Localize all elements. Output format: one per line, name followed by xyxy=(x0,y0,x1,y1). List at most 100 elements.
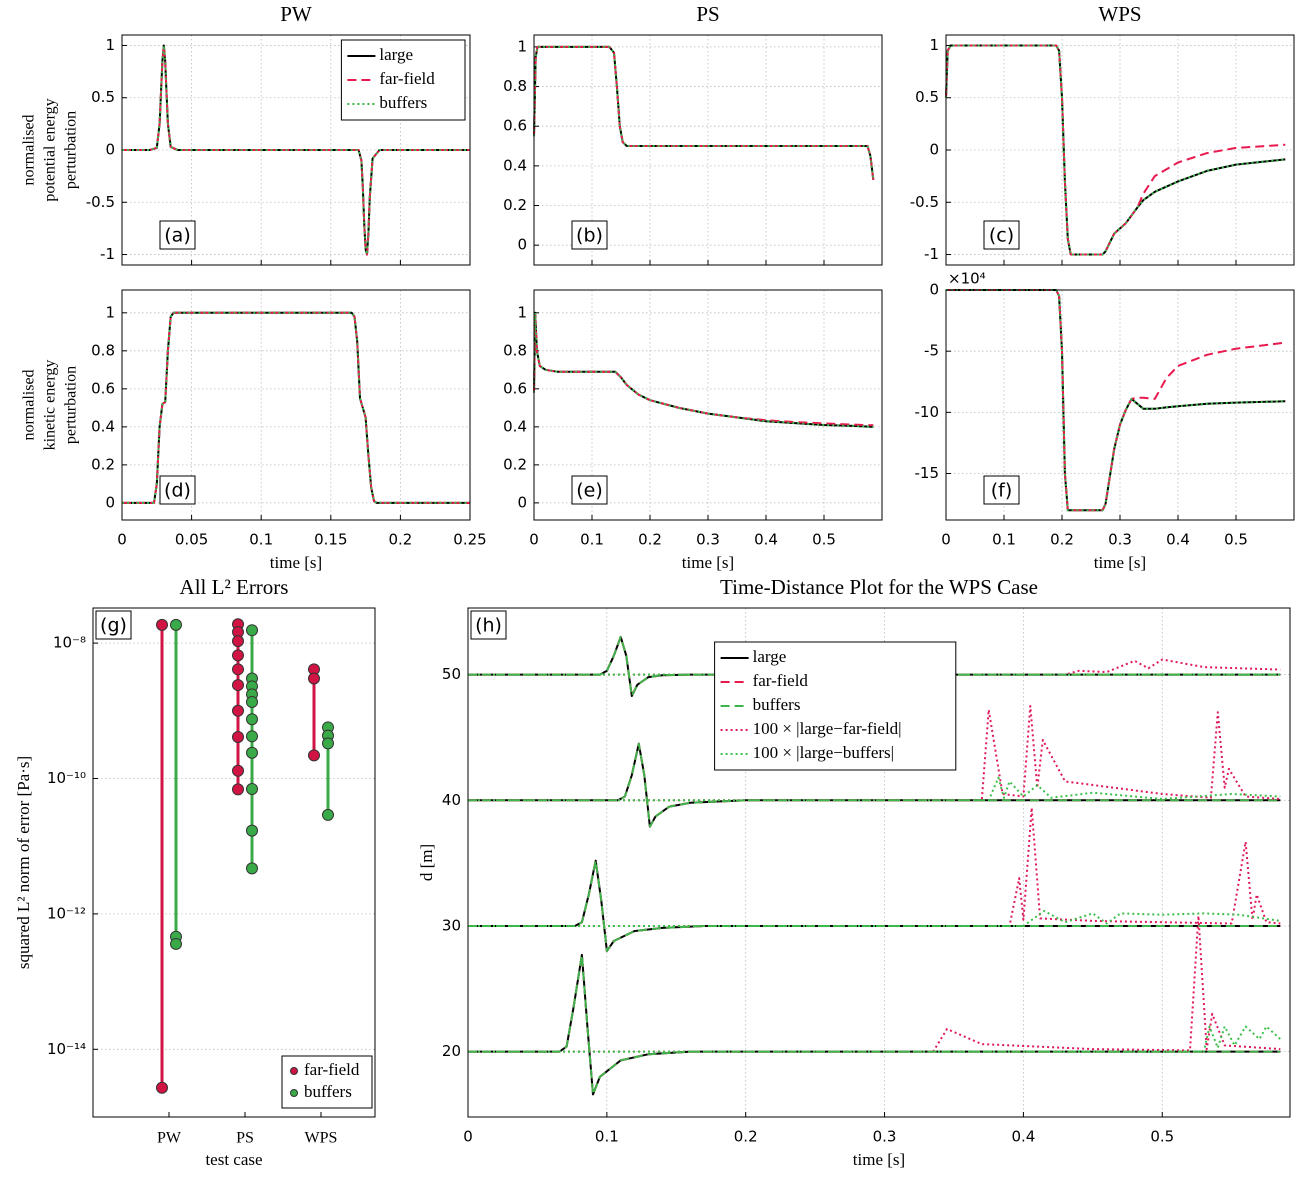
y-tick-label: 0 xyxy=(517,236,527,254)
dot xyxy=(232,663,244,676)
dot xyxy=(232,704,244,717)
panel-label-box xyxy=(983,220,1020,250)
dot xyxy=(246,730,258,743)
y-tick-label: 10⁻¹⁴ xyxy=(47,1040,86,1058)
series-line xyxy=(533,311,874,427)
y-tick-label: 10⁻¹⁰ xyxy=(47,769,86,787)
y-axis-label: normalised xyxy=(21,369,38,440)
x-tick-label: 0.5 xyxy=(1224,531,1248,549)
x-tick-label: 0.1 xyxy=(249,531,273,549)
panel-label-box xyxy=(159,475,196,505)
panel-label-box xyxy=(571,220,608,250)
x-tick-label: 0.05 xyxy=(175,531,208,549)
legend-label: buffers xyxy=(379,93,427,112)
panel-label-box xyxy=(470,610,507,640)
y-tick-label: 1 xyxy=(517,37,527,55)
y-tick-label: 0.5 xyxy=(915,88,939,106)
dot xyxy=(156,618,168,631)
panel: -15 -10 -5 0 0 0.1 0.2 0.3 0.4 0.5 time [s] ×10⁴ (f) xyxy=(915,270,1295,572)
dot xyxy=(170,937,182,950)
y-tick-label: 0.4 xyxy=(503,156,527,174)
x-axis-label: test case xyxy=(205,1150,262,1169)
y-tick-label: 0.2 xyxy=(91,455,115,473)
panel: 0 0.2 0.4 0.6 0.8 1 PS (b) xyxy=(503,2,883,266)
dot xyxy=(246,624,258,637)
y-axis-label: perturbation xyxy=(63,111,80,189)
x-tick-label: 0 xyxy=(463,1128,473,1146)
y-tick-label: 0 xyxy=(929,281,939,299)
y-tick-label: 30 xyxy=(442,916,461,934)
panel-label-box xyxy=(571,475,608,505)
axes-box xyxy=(945,289,1295,521)
legend-label: far-field xyxy=(379,69,435,88)
y-tick-label: 0.2 xyxy=(503,455,527,473)
x-tick-label: 0.4 xyxy=(1166,531,1190,549)
panel-label-box xyxy=(95,610,132,640)
x-tick-label: 0.2 xyxy=(638,531,662,549)
legend-box xyxy=(281,1055,373,1109)
axes-box xyxy=(533,34,883,266)
dot xyxy=(246,713,258,726)
x-tick-label: 0.15 xyxy=(314,531,347,549)
panel-label: (c) xyxy=(989,225,1014,247)
x-tick-label: 0.2 xyxy=(388,531,412,549)
y-tick-label: 0.6 xyxy=(503,379,527,397)
y-tick-label: -5 xyxy=(924,342,939,360)
dot xyxy=(246,746,258,759)
y-tick-label: 40 xyxy=(442,791,461,809)
legend-label: buffers xyxy=(304,1082,352,1101)
y-tick-label: 0 xyxy=(517,493,527,511)
dot xyxy=(246,782,258,795)
y-tick-label: 1 xyxy=(105,303,115,321)
legend-marker xyxy=(290,1089,298,1097)
x-tick-label: 0.3 xyxy=(873,1128,897,1146)
dot xyxy=(246,862,258,875)
y-tick-label: 0.4 xyxy=(91,417,115,435)
x-tick-label: 0.3 xyxy=(1108,531,1132,549)
y-tick-label: 50 xyxy=(442,665,461,683)
y-tick-label: 1 xyxy=(929,36,939,54)
dot xyxy=(246,824,258,837)
y-tick-label: 0.8 xyxy=(91,341,115,359)
y-tick-label: 0 xyxy=(105,141,115,159)
dot xyxy=(232,679,244,692)
legend-label: far-field xyxy=(304,1060,360,1079)
x-tick-label: 0.4 xyxy=(1011,1128,1035,1146)
x-tick-label: 0.5 xyxy=(812,531,836,549)
plot-area xyxy=(93,608,375,1117)
chart-title: PS xyxy=(696,2,719,26)
panel: 20 30 40 50 0 0.1 0.2 0.3 0.4 0.5 Time-Distance Pl… xyxy=(417,575,1291,1169)
legend-label: 100 × |large−far-field| xyxy=(753,719,902,738)
panel-label: (h) xyxy=(475,615,502,637)
x-tick-label: PS xyxy=(236,1130,254,1147)
legend-marker xyxy=(290,1067,298,1075)
dot xyxy=(232,635,244,648)
panel-label: (d) xyxy=(164,480,191,502)
panel-label-box xyxy=(159,220,196,250)
panel: 10⁻⁸ 10⁻¹⁰ 10⁻¹² 10⁻¹⁴ PW PS WPS All L² Errors t… xyxy=(14,575,376,1169)
y-tick-label: 10⁻¹² xyxy=(47,904,86,922)
dot xyxy=(322,737,334,750)
dot xyxy=(246,695,258,708)
x-tick-label: 0 xyxy=(117,531,127,549)
y-axis-label: d [m] xyxy=(417,844,436,881)
y-tick-label: 10⁻⁸ xyxy=(53,634,86,652)
legend-label: far-field xyxy=(753,671,809,690)
dot xyxy=(308,749,320,762)
x-tick-label: PW xyxy=(157,1130,182,1147)
dot xyxy=(156,1081,168,1094)
axes-box xyxy=(121,289,471,521)
y-tick-label: -1 xyxy=(100,245,115,263)
panel-label-box xyxy=(983,475,1020,505)
x-axis-label: time [s] xyxy=(1094,553,1146,572)
dot xyxy=(322,808,334,821)
y-tick-label: 0.2 xyxy=(503,196,527,214)
legend-box xyxy=(714,641,957,771)
x-tick-label: 0.1 xyxy=(595,1128,619,1146)
legend-label: large xyxy=(379,45,413,64)
x-tick-label: 0.25 xyxy=(453,531,486,549)
axes-box xyxy=(945,34,1295,266)
series-line xyxy=(946,289,1286,512)
y-axis-label: potential energy xyxy=(42,98,59,201)
